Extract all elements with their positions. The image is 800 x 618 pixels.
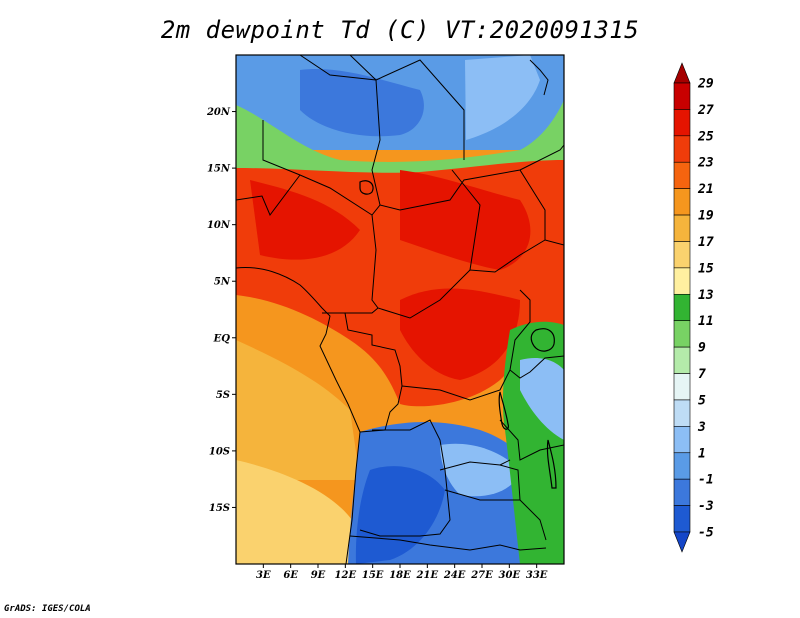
colorbar-swatch	[673, 135, 691, 163]
lake-victoria	[530, 328, 555, 352]
colorbar-level-label: 17	[698, 235, 714, 250]
colorbar-swatch	[673, 478, 691, 506]
colorbar-level-label: -1	[698, 473, 714, 488]
colorbar-swatch	[673, 82, 691, 110]
lake-malawi	[546, 439, 557, 489]
colorbar-level-label: 15	[698, 261, 714, 276]
y-tick-label: 15N	[207, 164, 231, 175]
y-tick-label: 10S	[209, 446, 230, 457]
credit-text: GrADS: IGES/COLA	[4, 604, 91, 614]
y-tick-label: EQ	[213, 333, 231, 344]
colorbar-swatch	[673, 346, 691, 374]
colorbar-level-label: 25	[697, 129, 714, 144]
x-tick-label: 30E	[499, 570, 521, 581]
colorbar-level-label: 27	[697, 103, 714, 118]
colorbar-swatch	[673, 373, 691, 401]
colorbar-swatch	[673, 320, 691, 348]
colorbar-level-label: 11	[698, 314, 714, 329]
colorbar-swatch	[673, 62, 691, 84]
colorbar-swatch	[673, 188, 691, 216]
colorbar-level-label: -5	[698, 526, 714, 541]
colorbar-swatch	[673, 426, 691, 454]
y-tick-label: 5N	[214, 277, 231, 288]
colorbar-level-label: 13	[698, 288, 714, 303]
colorbar-swatch	[673, 109, 691, 137]
axis-ticks: 3E 6E 9E 12E 15E 18E 21E 24E 27E 30E 33E 20N 15N 10N 5…	[206, 107, 548, 581]
y-tick-label: 15S	[209, 503, 230, 514]
colorbar-level-label: 21	[697, 182, 714, 197]
x-tick-label: 18E	[389, 570, 411, 581]
y-tick-label: 20N	[206, 107, 231, 118]
colorbar-level-label: 5	[698, 393, 706, 408]
colorbar-level-label: 19	[698, 209, 714, 224]
colorbar-swatch	[673, 505, 691, 533]
colorbar-swatch	[673, 161, 691, 189]
colorbar-level-label: 9	[698, 341, 706, 356]
colorbar-level-label: 23	[697, 156, 714, 171]
x-tick-label: 3E	[256, 570, 271, 581]
colorbar-level-label: -3	[698, 499, 714, 514]
x-tick-label: 27E	[470, 570, 493, 581]
x-tick-label: 12E	[335, 570, 357, 581]
colorbar-swatch	[673, 399, 691, 427]
country-borders	[236, 55, 564, 564]
colorbar-swatch	[673, 267, 691, 295]
dewpoint-field	[236, 55, 564, 564]
colorbar-level-label: 3	[697, 420, 706, 435]
x-tick-label: 9E	[311, 570, 326, 581]
colorbar-swatch	[673, 531, 691, 553]
x-tick-label: 21E	[416, 570, 439, 581]
x-tick-label: 33E	[526, 570, 548, 581]
y-tick-label: 10N	[207, 220, 231, 231]
colorbar-swatch	[673, 214, 691, 242]
colorbar: 29 27 25 23 21 19 17 15 13 11 9 7 5 3 1 -1 -3 -5	[673, 62, 714, 553]
colorbar-level-label: 1	[698, 446, 706, 461]
lake-tanganyika	[498, 391, 509, 430]
colorbar-swatch	[673, 293, 691, 322]
x-tick-label: 6E	[283, 570, 298, 581]
colorbar-level-label: 29	[697, 77, 714, 92]
y-tick-label: 5S	[216, 390, 230, 401]
colorbar-level-label: 7	[698, 367, 706, 382]
lake-chad	[359, 180, 374, 195]
x-tick-label: 24E	[443, 570, 466, 581]
colorbar-swatch	[673, 452, 691, 480]
map-title: 2m dewpoint Td (C) VT:2020091315	[160, 16, 640, 44]
x-tick-label: 15E	[362, 570, 384, 581]
colorbar-swatch	[673, 241, 691, 269]
